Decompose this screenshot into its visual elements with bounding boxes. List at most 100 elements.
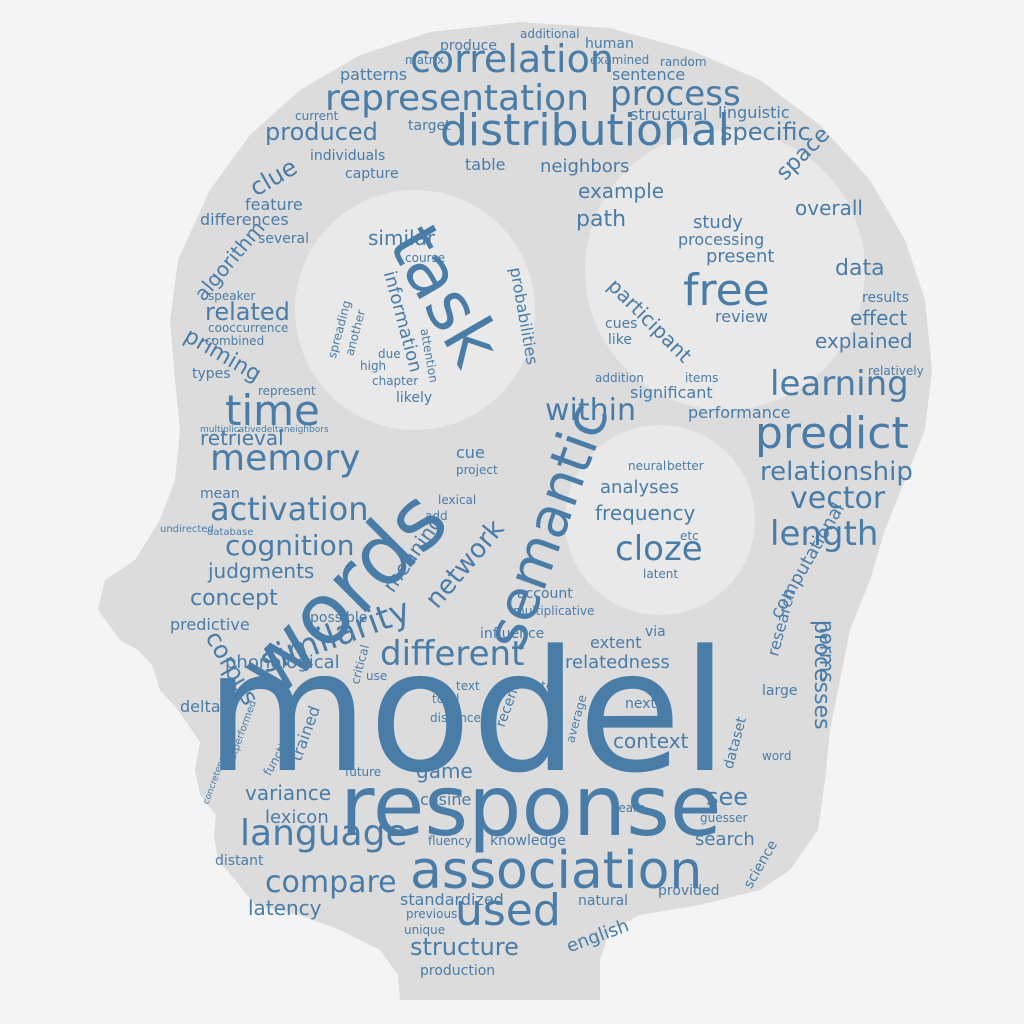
word-latency: latency	[248, 896, 322, 920]
word-fluency: fluency	[428, 834, 472, 848]
word-model: model	[205, 614, 728, 810]
word-lexical: lexical	[438, 493, 476, 507]
word-use: use	[366, 669, 387, 683]
word-activation: activation	[210, 490, 368, 528]
word-path: path	[576, 207, 626, 232]
word-data: data	[835, 256, 885, 281]
word-multiplicativedeltaneighbors: multiplicativedeltaneighbors	[200, 425, 329, 435]
word-retrieval: retrieval	[200, 426, 284, 450]
word-cloze: cloze	[615, 529, 703, 569]
word-multiplicative: multiplicative	[513, 604, 594, 618]
word-similar: similar	[368, 226, 436, 250]
word-production: production	[420, 963, 495, 979]
word-additional: additional	[520, 27, 580, 41]
word-current: current	[295, 109, 339, 123]
word-previous: previous	[406, 907, 457, 921]
word-compare: compare	[265, 865, 397, 900]
word-chapter: chapter	[372, 374, 418, 388]
gear-right	[585, 130, 865, 410]
word-several: several	[258, 231, 309, 247]
word-lexicon: lexicon	[265, 807, 329, 828]
word-examined: examined	[590, 53, 649, 67]
word-large: large	[762, 683, 797, 699]
word-via: via	[645, 624, 666, 640]
word-relatedness: relatedness	[565, 652, 670, 673]
word-search: search	[695, 829, 755, 850]
word-human: human	[585, 36, 634, 52]
word-present: present	[706, 246, 774, 267]
word-relationship: relationship	[760, 457, 913, 487]
word-feature: feature	[245, 195, 303, 214]
word-speaker: speaker	[208, 289, 256, 303]
word-learn: learn	[615, 801, 645, 815]
word-next: next	[625, 696, 657, 712]
word-concept: concept	[190, 586, 278, 611]
word-likely: likely	[396, 390, 432, 406]
word-context: context	[613, 729, 689, 753]
word-etc: etc	[680, 529, 699, 543]
word-cognition: cognition	[225, 529, 354, 562]
word-possible: possible	[310, 610, 367, 626]
word-like: like	[608, 332, 632, 348]
word-relatively: relatively	[868, 364, 924, 378]
word-provided: provided	[658, 883, 719, 899]
word-sentence: sentence	[612, 65, 685, 84]
word-matrix: matrix	[405, 53, 444, 67]
word-judgments: judgments	[207, 559, 314, 583]
word-effect: effect	[850, 306, 907, 330]
word-future: future	[345, 765, 381, 779]
word-specific: specific	[720, 118, 811, 146]
word-within: within	[545, 393, 636, 428]
word-project: project	[456, 463, 498, 477]
word-types: types	[192, 366, 231, 382]
word-patterns: patterns	[340, 65, 407, 84]
word-study: study	[693, 212, 743, 233]
word-response: response	[340, 757, 722, 855]
word-items: items	[685, 371, 718, 385]
word-due: due	[378, 347, 401, 361]
word-target: target	[408, 118, 451, 134]
word-overall: overall	[795, 196, 863, 220]
word-differences: differences	[200, 210, 289, 229]
word-account: account	[517, 586, 573, 602]
word-add: add	[425, 509, 448, 523]
word-knowledge: knowledge	[490, 833, 566, 849]
word-distributional: distributional	[440, 105, 730, 156]
word-length: length	[770, 514, 878, 554]
word-process: process	[610, 74, 741, 114]
word-analyses: analyses	[600, 477, 679, 498]
word-text: text	[456, 679, 480, 693]
word-cue: cue	[456, 443, 485, 462]
word-extent: extent	[590, 633, 642, 652]
word-correlation: correlation	[410, 37, 614, 81]
word-see: see	[706, 783, 748, 811]
word-random: random	[660, 55, 707, 69]
word-capture: capture	[345, 166, 399, 182]
word-step: step	[535, 679, 561, 693]
word-database: database	[207, 527, 253, 538]
word-guesser: guesser	[700, 811, 747, 825]
word-explained: explained	[815, 329, 913, 353]
word-association: association	[410, 841, 702, 901]
word-addition: addition	[595, 371, 644, 385]
word-high: high	[360, 359, 386, 373]
word-table: table	[465, 155, 506, 174]
word-different: different	[380, 634, 524, 674]
word-memory: memory	[210, 438, 360, 479]
word-processes: processes	[809, 620, 834, 730]
word-latent: latent	[643, 567, 678, 581]
word-linguistic: linguistic	[718, 103, 790, 122]
word-predictive: predictive	[170, 615, 250, 634]
word-influence: influence	[480, 626, 544, 642]
word-delta: delta	[180, 697, 221, 716]
word-represent: represent	[258, 384, 316, 398]
word-combined: combined	[205, 334, 264, 348]
word-used: used	[455, 885, 561, 936]
word-time: time	[225, 386, 320, 435]
word-structural: structural	[630, 105, 707, 124]
word-variance: variance	[245, 781, 331, 805]
word-cosine: cosine	[420, 790, 471, 809]
word-related: related	[205, 298, 290, 326]
word-language: language	[240, 813, 408, 854]
